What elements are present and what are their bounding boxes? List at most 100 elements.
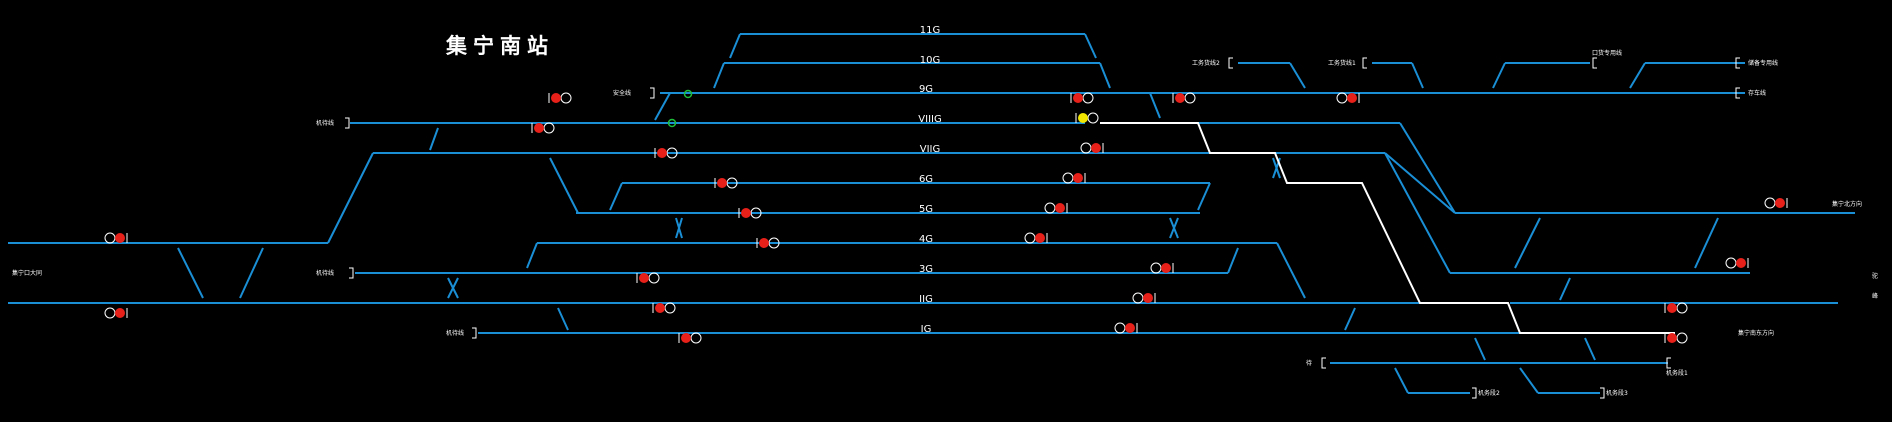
turnout-work[interactable] (1289, 62, 1424, 89)
signal-red[interactable] (654, 147, 678, 159)
track-label-10g: 10G (920, 55, 940, 66)
signal-lamp-off (664, 302, 676, 314)
signal-lamp-lit (1055, 203, 1065, 213)
label-storage: 存车线 (1748, 89, 1766, 97)
turnout-viig-5g[interactable] (549, 157, 579, 214)
signal-red[interactable] (636, 272, 660, 284)
turnout-depot[interactable] (1474, 337, 1596, 361)
signal-lamp-lit (534, 123, 544, 133)
signal-red[interactable] (756, 237, 780, 249)
signal-lamp-lit (1078, 113, 1088, 123)
signal-lamp-off (543, 122, 555, 134)
signal-lamp-lit (657, 148, 667, 158)
label-factory: 口货专用线 (1592, 49, 1622, 57)
signal-lamp-lit (741, 208, 751, 218)
signal-lamp-lit (717, 178, 727, 188)
turnout-6g-east[interactable] (1197, 182, 1211, 211)
turnout-west-cross[interactable] (177, 247, 264, 299)
signal-lamp-off (1132, 292, 1144, 304)
turnout-west-main[interactable] (327, 152, 374, 244)
turnout-factory[interactable] (1492, 62, 1646, 89)
signal-red[interactable] (1336, 92, 1360, 104)
signal-lamp-lit (1143, 293, 1153, 303)
signal-lamp-lit (1091, 143, 1101, 153)
track-label-viiig: VIIIG (918, 114, 941, 125)
turnout-viiig-west[interactable] (429, 127, 439, 151)
signal-red[interactable] (1132, 292, 1156, 304)
signal-red[interactable] (1664, 332, 1688, 344)
crossover-5g-4g[interactable] (675, 217, 683, 239)
turnout-viiig-east-long[interactable] (1399, 122, 1456, 214)
track-terminals (345, 57, 1740, 399)
signals (104, 92, 1788, 344)
signal-lamp-lit (1035, 233, 1045, 243)
turnout-4g-east[interactable] (1276, 242, 1306, 299)
turnout-east-upper[interactable] (1514, 217, 1719, 269)
terminal-jiyou-1 (345, 117, 350, 129)
turnout-4g[interactable] (526, 242, 538, 269)
label-jiyou-3: 机待线 (446, 329, 464, 337)
turnout-3g-east[interactable] (1227, 247, 1239, 274)
signal-red[interactable] (1114, 322, 1138, 334)
signal-lamp-lit (1175, 93, 1185, 103)
signal-lamp-lit (1775, 198, 1785, 208)
turnout-6g[interactable] (609, 182, 623, 211)
turnout-east-middle[interactable] (1559, 277, 1571, 301)
signal-red[interactable] (714, 177, 738, 189)
signal-red[interactable] (1764, 197, 1788, 209)
track-label-4g: 4G (919, 234, 933, 245)
green-joint-9g (683, 89, 693, 99)
signal-red[interactable] (1080, 142, 1104, 154)
turnout-10g[interactable] (713, 62, 1111, 89)
terminal-factory (1592, 57, 1597, 69)
turnout-viig-east[interactable] (1384, 152, 1456, 214)
signal-red[interactable] (738, 207, 762, 219)
signal-lamp-lit (1125, 323, 1135, 333)
turnout-11g[interactable] (729, 33, 1097, 59)
label-jiqi-2: 机务段2 (1478, 389, 1500, 397)
turnout-iig-east[interactable] (1344, 307, 1356, 331)
turnout-9g[interactable] (660, 92, 1161, 119)
label-jiqi-1: 机务段1 (1666, 369, 1688, 377)
terminal-jiyou-2 (349, 267, 354, 279)
signal-lamp-off (1082, 92, 1094, 104)
label-work-1: 工务货线1 (1328, 59, 1356, 67)
signal-red[interactable] (678, 332, 702, 344)
signal-lamp-lit (1347, 93, 1357, 103)
signal-red[interactable] (1150, 262, 1174, 274)
turnout-depot-lower[interactable] (1394, 367, 1539, 394)
terminal-work-1 (1362, 57, 1367, 69)
turnout-iig-ig[interactable] (557, 307, 569, 331)
signal-red[interactable] (104, 232, 128, 244)
signal-red[interactable] (1070, 92, 1094, 104)
signal-lamp-off (560, 92, 572, 104)
signal-red[interactable] (1024, 232, 1048, 244)
signal-lamp-off (1114, 322, 1126, 334)
signal-yellow[interactable] (1075, 112, 1099, 124)
signal-lamp-off (1336, 92, 1348, 104)
track-label-iig: IIG (919, 294, 933, 305)
signal-red[interactable] (531, 122, 555, 134)
turnout-viig-east-middle[interactable] (1384, 152, 1451, 274)
signal-lamp-off (1184, 92, 1196, 104)
crossover-5g-4g-east[interactable] (1169, 217, 1179, 239)
signal-red[interactable] (652, 302, 676, 314)
signal-red[interactable] (1044, 202, 1068, 214)
signal-red[interactable] (548, 92, 572, 104)
signal-red[interactable] (1172, 92, 1196, 104)
signal-red[interactable] (1664, 302, 1688, 314)
terminal-depot-2 (1472, 387, 1477, 399)
signal-lamp-lit (1667, 303, 1677, 313)
turnout-safety[interactable] (654, 92, 671, 121)
terminal-depot (1321, 357, 1326, 369)
signal-red[interactable] (1062, 172, 1086, 184)
signal-lamp-off (104, 232, 116, 244)
track-labels: 11G 10G 9G VIIIG VIIG 6G 5G 4G 3G IIG IG (918, 25, 941, 335)
signal-lamp-off (1725, 257, 1737, 269)
terminal-depot-east (1666, 357, 1671, 369)
track-label-ig: IG (921, 324, 932, 335)
signal-lamp-off (1150, 262, 1162, 274)
signal-red[interactable] (104, 307, 128, 319)
signal-red[interactable] (1725, 257, 1749, 269)
crossover-3g-iig[interactable] (447, 277, 459, 299)
